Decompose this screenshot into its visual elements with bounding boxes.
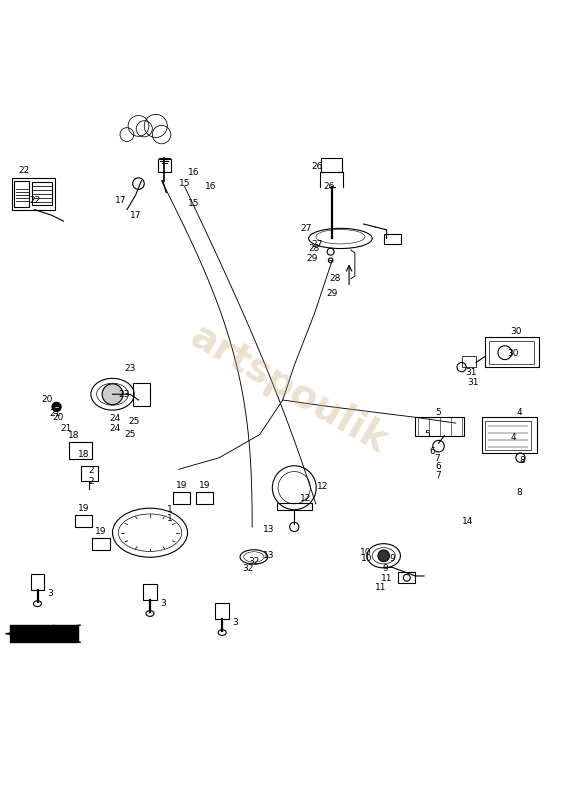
Text: 2: 2 (88, 466, 94, 475)
Text: 27: 27 (312, 240, 323, 249)
Text: 21: 21 (61, 424, 72, 434)
Bar (173, 492, 190, 504)
Text: 24: 24 (110, 414, 121, 423)
Text: 7: 7 (434, 454, 440, 463)
Circle shape (102, 384, 123, 405)
Text: 17: 17 (115, 197, 127, 206)
Bar (485, 422, 531, 450)
Text: artspoulik: artspoulik (183, 317, 394, 460)
Circle shape (52, 402, 61, 411)
Text: 25: 25 (128, 418, 140, 426)
Text: 25: 25 (124, 430, 136, 439)
Text: 9: 9 (383, 564, 388, 573)
Bar (81, 466, 98, 481)
Bar (398, 572, 415, 583)
Text: 27: 27 (300, 223, 312, 233)
Bar (143, 584, 157, 600)
Text: 31: 31 (467, 378, 479, 387)
Text: 9: 9 (389, 554, 395, 563)
Text: 5: 5 (436, 408, 441, 417)
Text: 8: 8 (516, 488, 522, 497)
Bar (14, 181, 29, 206)
Text: 29: 29 (326, 289, 338, 298)
Bar (384, 234, 401, 244)
Text: 14: 14 (462, 517, 473, 526)
Text: 20: 20 (42, 395, 53, 405)
Text: 16: 16 (188, 167, 199, 177)
Text: 30: 30 (511, 327, 522, 337)
Text: 22: 22 (29, 197, 40, 206)
Text: 28: 28 (329, 274, 340, 283)
Polygon shape (6, 634, 81, 642)
Text: 4: 4 (516, 408, 522, 417)
Text: 6: 6 (436, 462, 441, 471)
Text: 3: 3 (160, 598, 166, 608)
Text: 12: 12 (317, 482, 329, 491)
Text: 19: 19 (95, 527, 107, 536)
Bar (321, 158, 342, 172)
Bar (69, 442, 92, 459)
Bar (482, 418, 537, 453)
Text: 1: 1 (167, 505, 173, 514)
Text: 13: 13 (263, 526, 274, 534)
Text: 16: 16 (205, 182, 216, 191)
Text: 3: 3 (232, 618, 238, 626)
Bar (75, 515, 92, 527)
Text: 18: 18 (68, 431, 80, 440)
Text: 19: 19 (176, 481, 188, 490)
Bar (133, 382, 150, 406)
Text: 12: 12 (300, 494, 312, 502)
Text: 18: 18 (78, 450, 89, 459)
Text: 2: 2 (88, 478, 94, 486)
Text: 26: 26 (312, 162, 323, 171)
Bar (32, 182, 52, 205)
Text: 23: 23 (118, 390, 130, 398)
Text: 8: 8 (519, 456, 525, 465)
Text: 32: 32 (248, 557, 260, 566)
Text: 31: 31 (466, 368, 477, 378)
Text: 28: 28 (309, 244, 320, 254)
Bar (12, 178, 55, 210)
Bar (196, 492, 213, 504)
Text: 11: 11 (375, 583, 387, 592)
Bar (462, 356, 476, 366)
Text: 20: 20 (52, 413, 63, 422)
Circle shape (378, 550, 389, 562)
Text: 6: 6 (430, 447, 436, 457)
Text: 13: 13 (263, 551, 274, 560)
Text: 29: 29 (306, 254, 317, 263)
Text: 19: 19 (199, 481, 211, 490)
Polygon shape (6, 625, 81, 634)
Text: 10: 10 (359, 548, 371, 557)
Bar (415, 418, 464, 436)
Text: 23: 23 (124, 364, 136, 373)
Text: 21: 21 (49, 410, 61, 418)
Bar (485, 337, 539, 366)
Text: 4: 4 (511, 433, 516, 442)
Text: 15: 15 (179, 179, 190, 188)
Text: 5: 5 (424, 430, 430, 439)
Text: 3: 3 (47, 589, 53, 598)
Text: 7: 7 (436, 470, 441, 479)
Text: 11: 11 (381, 574, 392, 583)
Text: 1: 1 (167, 514, 173, 522)
Text: 10: 10 (361, 554, 372, 563)
Text: 19: 19 (78, 504, 89, 513)
Bar (277, 502, 312, 510)
Bar (158, 159, 171, 172)
Text: 22: 22 (18, 166, 30, 175)
Text: 32: 32 (242, 564, 254, 573)
Text: 17: 17 (130, 211, 141, 220)
Polygon shape (10, 625, 78, 642)
Text: 24: 24 (110, 424, 121, 434)
Text: 26: 26 (323, 182, 335, 191)
Bar (215, 603, 229, 619)
Bar (92, 538, 110, 550)
Bar (489, 341, 534, 364)
Text: 30: 30 (508, 350, 519, 358)
Text: 15: 15 (188, 199, 199, 208)
Bar (31, 574, 44, 590)
